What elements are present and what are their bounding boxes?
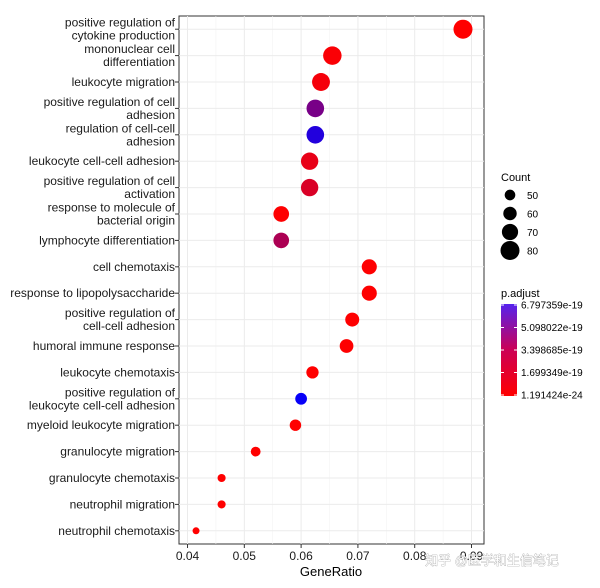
padjust-legend-title: p.adjust xyxy=(501,288,540,300)
count-legend-dot-3 xyxy=(500,241,520,260)
y-tick-label-11: positive regulation of cell-cell adhesion xyxy=(65,306,176,333)
dot-19 xyxy=(192,527,200,535)
dot-14 xyxy=(295,392,307,405)
y-tick-label-2: leukocyte migration xyxy=(72,75,175,89)
dot-1 xyxy=(323,46,342,65)
y-tick-label-16: granulocyte migration xyxy=(60,445,175,459)
dot-13 xyxy=(306,366,319,379)
count-legend-title: Count xyxy=(501,172,530,184)
count-legend-label-2: 70 xyxy=(527,228,539,239)
plot-panel xyxy=(178,15,485,545)
y-tick-label-10: response to lipopolysaccharide xyxy=(10,286,175,300)
y-tick-label-5: leukocyte cell-cell adhesion xyxy=(29,154,175,168)
y-tick-label-1: mononuclear cell differentiation xyxy=(84,42,175,69)
dot-2 xyxy=(312,73,330,91)
dot-6 xyxy=(300,178,319,197)
padjust-tick-label-4: 1.191424e-24 xyxy=(521,391,583,402)
y-tick-label-6: positive regulation of cell activation xyxy=(44,174,175,201)
y-tick-label-15: myeloid leukocyte migration xyxy=(27,418,175,432)
dot-0 xyxy=(453,19,473,39)
y-tick-label-12: humoral immune response xyxy=(33,339,175,353)
y-axis-labels: positive regulation of cytokine productio… xyxy=(10,16,175,538)
x-axis-title: GeneRatio xyxy=(300,564,362,579)
dot-8 xyxy=(273,232,290,249)
count-legend-label-0: 50 xyxy=(527,191,539,202)
x-tick-label-2: 0.06 xyxy=(289,549,313,563)
y-tick-label-8: lymphocyte differentiation xyxy=(39,233,175,247)
y-tick-label-17: granulocyte chemotaxis xyxy=(49,471,175,485)
count-legend-dot-0 xyxy=(504,189,516,201)
dot-4 xyxy=(306,125,325,144)
y-tick-label-4: regulation of cell-cell adhesion xyxy=(66,121,175,148)
dot-10 xyxy=(361,285,377,301)
y-axis-ticks xyxy=(175,28,179,532)
dot-15 xyxy=(289,419,302,431)
x-axis-ticks: 0.04 0.05 0.06 0.07 0.08 0.09 xyxy=(176,544,484,563)
y-tick-label-14: positive regulation of leukocyte cell-cel… xyxy=(29,385,176,412)
y-tick-label-7: response to molecule of bacterial origin xyxy=(48,201,176,228)
y-tick-label-19: neutrophil chemotaxis xyxy=(58,524,175,538)
x-tick-label-5: 0.09 xyxy=(460,549,484,563)
padjust-tick-label-3: 1.699349e-19 xyxy=(521,368,583,379)
dot-18 xyxy=(217,500,226,509)
x-tick-label-4: 0.08 xyxy=(403,549,427,563)
padjust-legend: p.adjust 6.797359e-19 5.098022e-19 3.39868… xyxy=(501,288,583,402)
x-tick-label-3: 0.07 xyxy=(346,549,370,563)
dot-5 xyxy=(300,152,319,170)
dot-12 xyxy=(339,339,354,353)
count-legend-label-3: 80 xyxy=(527,247,539,258)
padjust-tick-label-0: 6.797359e-19 xyxy=(521,301,583,312)
dot-16 xyxy=(250,446,261,457)
padjust-tick-label-1: 5.098022e-19 xyxy=(521,323,583,334)
data-points xyxy=(192,19,473,535)
count-legend: Count 50 60 70 80 xyxy=(500,172,539,260)
dot-11 xyxy=(345,312,360,327)
count-legend-label-1: 60 xyxy=(527,210,539,221)
y-tick-label-3: positive regulation of cell adhesion xyxy=(44,95,175,122)
dot-17 xyxy=(217,473,226,483)
padjust-tick-label-2: 3.398685e-19 xyxy=(521,346,583,357)
count-legend-dot-2 xyxy=(501,223,519,241)
y-tick-label-18: neutrophil migration xyxy=(70,497,175,511)
y-tick-label-13: leukocyte chemotaxis xyxy=(60,365,175,379)
dot-7 xyxy=(273,206,290,222)
y-tick-label-0: positive regulation of cytokine productio… xyxy=(65,16,176,43)
count-legend-dot-1 xyxy=(503,206,517,221)
x-tick-label-0: 0.04 xyxy=(176,549,200,563)
dot-9 xyxy=(361,259,377,275)
y-tick-label-9: cell chemotaxis xyxy=(93,260,175,274)
watermark-text: 知乎 @医学和生信笔记 xyxy=(425,553,559,568)
dot-3 xyxy=(306,99,325,118)
padjust-colorbar xyxy=(501,304,517,396)
x-tick-label-1: 0.05 xyxy=(233,549,257,563)
